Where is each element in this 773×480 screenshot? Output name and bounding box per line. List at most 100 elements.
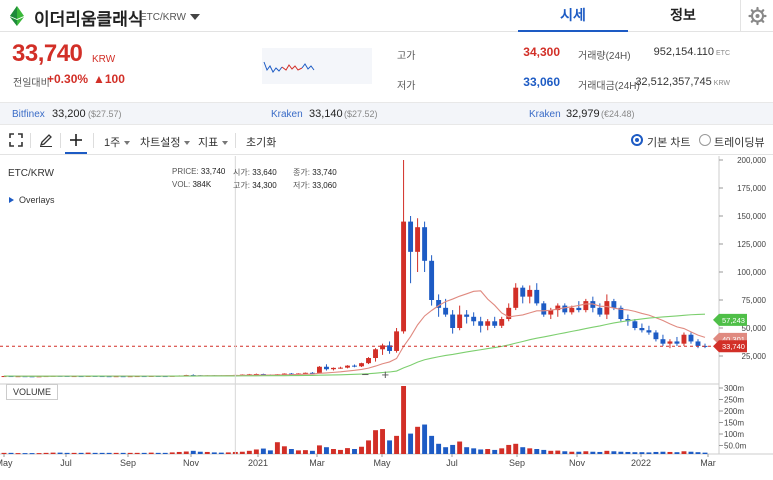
candle-body [281, 373, 287, 375]
candle-body [569, 307, 575, 313]
reset-button[interactable]: 초기화 [246, 137, 277, 149]
volume-bar [267, 450, 273, 454]
overlays-toggle[interactable]: Overlays [9, 195, 55, 205]
volume-bar [674, 452, 680, 454]
coin-name: 이더리움클래식 [34, 10, 144, 29]
candle-body [611, 301, 617, 308]
candle-body [366, 358, 371, 364]
volume-panel-button[interactable]: VOLUME [6, 384, 59, 400]
vol-tick-label: 200m [724, 407, 744, 416]
volume-bar [394, 435, 400, 454]
candle-body [639, 328, 645, 331]
volume-bar [478, 449, 484, 454]
volume-bar [576, 451, 582, 454]
volume-bar [436, 443, 442, 454]
zoom-out-icon[interactable]: − [362, 367, 370, 382]
ohlc-low: 저가: 33,060 [293, 181, 337, 190]
x-tick-label: Jul [446, 458, 458, 468]
crosshair-icon[interactable] [67, 131, 85, 149]
change-percent: +0.30% [47, 72, 89, 86]
interval-select[interactable]: 1주 [104, 134, 131, 150]
chart-settings-button[interactable]: 차트설정 [140, 134, 191, 150]
candle-body [541, 303, 547, 315]
fullscreen-icon[interactable] [7, 131, 25, 149]
candle-body [492, 321, 498, 326]
volume-bar [155, 452, 161, 454]
candle-body [681, 334, 687, 344]
candle-body [387, 345, 393, 351]
exchange-name[interactable]: Bitfinex [12, 109, 45, 120]
volume-bar [190, 450, 196, 454]
candle-body [548, 310, 554, 315]
candle-body [534, 289, 540, 304]
volume-bar [345, 448, 350, 454]
ohlc-volume: VOL: 384K [172, 180, 212, 189]
exchange-sub-price: ($27.57) [88, 109, 122, 119]
exchange-name[interactable]: Kraken [271, 109, 303, 120]
chevron-down-icon [124, 141, 131, 146]
tradingview-radio[interactable] [699, 134, 711, 146]
candle-body [576, 307, 582, 311]
volume-bar [408, 433, 414, 454]
tab-info[interactable]: 정보 [670, 7, 696, 23]
x-tick-label: Nov [569, 458, 586, 468]
tradingview-label[interactable]: 트레이딩뷰 [714, 137, 765, 149]
ohlc-open: 시가: 33,640 [233, 168, 277, 177]
pencil-icon[interactable] [37, 131, 55, 149]
volume-bar [646, 452, 652, 454]
volume-bar [338, 449, 343, 454]
exchange-price: 32,979 [566, 108, 600, 120]
volume-bar [141, 452, 147, 454]
volume-bar [387, 440, 393, 454]
exchange-price: 33,140 [309, 108, 343, 120]
chevron-down-icon [184, 141, 191, 146]
chevron-down-icon[interactable] [190, 14, 200, 20]
volume-bar [64, 452, 70, 454]
volume-bar [611, 451, 617, 454]
volume-bar [106, 452, 112, 454]
settings-button[interactable] [740, 0, 773, 32]
zoom-in-icon[interactable]: + [382, 367, 390, 382]
exchange-sub-price: (€24.48) [601, 109, 635, 119]
ma-short-tag-label: 40,301 [722, 335, 745, 344]
volume-bar [197, 451, 203, 454]
volume-bar [43, 452, 49, 454]
volume-bar [653, 451, 659, 454]
volume-bar [541, 449, 547, 454]
x-tick-label: 2021 [248, 458, 268, 468]
volume-bar [681, 451, 687, 454]
candle-body [485, 321, 491, 326]
coin-pair: ETC/KRW [140, 12, 186, 23]
price-chart[interactable]: 200,000 175,000 150,000 125,000 100,000 75,00… [0, 156, 773, 480]
toolbar-divider [60, 133, 61, 148]
basic-chart-label[interactable]: 기본 차트 [647, 137, 691, 149]
tab-quote[interactable]: 시세 [518, 0, 628, 32]
candle-body [513, 287, 519, 308]
volume-bar [520, 447, 526, 454]
low-value: 33,060 [523, 75, 560, 89]
exchange-name[interactable]: Kraken [529, 109, 561, 120]
candlestick-chart-svg[interactable]: 200,000 175,000 150,000 125,000 100,000 75,00… [0, 156, 773, 480]
x-tick-label: 2022 [631, 458, 651, 468]
volume-bar [352, 449, 357, 454]
volume-bar [253, 449, 259, 454]
volume-bar [548, 450, 554, 454]
ethereum-classic-logo [10, 6, 24, 26]
volume-bar [569, 451, 575, 454]
basic-chart-radio[interactable] [631, 134, 643, 146]
change-label: 전일대비 [13, 78, 50, 89]
candle-body [359, 363, 364, 367]
volume-bar [422, 424, 428, 454]
volume-bar [22, 453, 28, 455]
volume-bar [331, 449, 336, 454]
volume-bar [688, 451, 694, 454]
gear-icon [748, 6, 767, 26]
volume-bar [246, 450, 252, 454]
active-tool-indicator [65, 152, 87, 154]
candle-body [345, 365, 350, 368]
volume-bar [450, 444, 456, 454]
candle-body [562, 305, 568, 313]
indicators-button[interactable]: 지표 [198, 134, 229, 150]
x-tick-label: Mar [700, 458, 716, 468]
volume-bar [120, 452, 126, 454]
